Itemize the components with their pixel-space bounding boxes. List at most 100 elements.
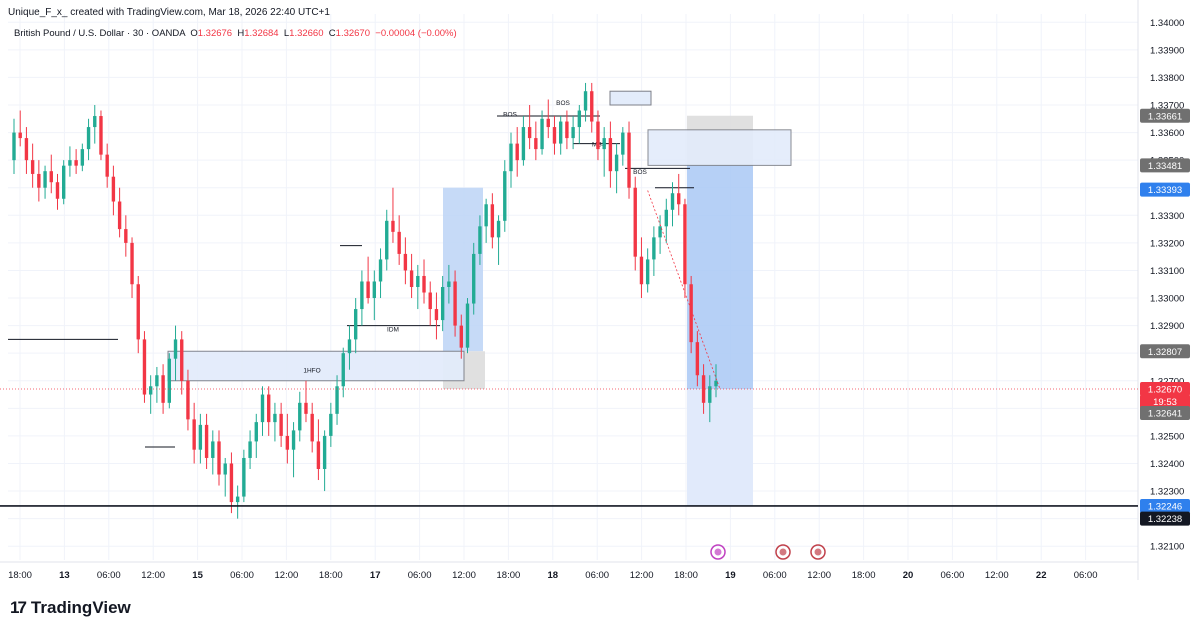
candle-body — [347, 339, 352, 354]
close-label: C — [328, 28, 336, 39]
candle — [422, 259, 426, 304]
candle — [105, 143, 109, 188]
candle-body — [254, 422, 258, 442]
candle-body — [142, 339, 147, 395]
candle — [211, 430, 215, 475]
y-tick-label: 1.33300 — [1150, 211, 1184, 222]
candle-body — [397, 231, 401, 254]
candle-body — [155, 375, 159, 387]
candle — [677, 173, 681, 216]
y-tick-label: 1.32300 — [1150, 487, 1184, 498]
candle — [689, 275, 693, 354]
high-label: H — [237, 28, 245, 39]
candle-body — [329, 413, 333, 436]
candle-body — [229, 463, 234, 503]
tradingview-logo[interactable]: 17 TradingView — [10, 598, 131, 618]
candle-body — [484, 204, 488, 227]
candle — [683, 198, 687, 299]
candle-body — [714, 380, 718, 387]
candle-body — [453, 281, 457, 326]
candle — [565, 110, 569, 150]
candle-body — [614, 154, 619, 172]
x-tick-label: 06:00 — [1074, 570, 1098, 581]
candle-body — [310, 413, 314, 442]
candle-body — [167, 358, 172, 403]
candle — [534, 121, 538, 161]
candle — [279, 402, 283, 447]
projection-zone-upper — [443, 187, 483, 352]
candle — [204, 413, 209, 469]
candle — [217, 430, 221, 486]
x-tick-label: 12:00 — [452, 570, 476, 581]
candle-body — [571, 127, 575, 139]
candle — [391, 187, 395, 243]
candle-body — [546, 118, 550, 128]
candle — [558, 116, 563, 155]
price-label-bg — [1140, 344, 1190, 359]
candle-body — [621, 132, 625, 155]
candle-body — [235, 496, 240, 503]
price-label-bg — [1140, 158, 1190, 173]
candle-body — [80, 149, 85, 166]
candle-body — [322, 435, 327, 469]
candle-body — [409, 270, 414, 287]
candle — [378, 248, 383, 299]
candle — [12, 118, 16, 174]
candle — [527, 105, 532, 150]
candle — [198, 413, 203, 464]
candle-body — [353, 309, 358, 340]
candle — [99, 110, 103, 161]
candle-body — [198, 424, 203, 450]
candle — [484, 198, 488, 243]
candle-body — [465, 303, 470, 348]
candle — [695, 331, 700, 387]
candle-body — [62, 165, 66, 199]
supply-zone-top — [609, 90, 652, 106]
change-value: −0.00004 (−0.00%) — [375, 28, 457, 39]
price-label: 1.33481 — [1148, 161, 1182, 172]
candle-body — [521, 127, 526, 161]
price-label-bg — [1140, 406, 1190, 421]
candle — [465, 298, 470, 354]
candle-body — [248, 441, 252, 458]
y-tick-label: 1.32700 — [1150, 376, 1184, 387]
candle — [701, 364, 706, 414]
candle — [173, 325, 178, 381]
candle — [223, 457, 227, 497]
candle-body — [447, 281, 451, 287]
candle-body — [341, 353, 345, 387]
candle-body — [260, 394, 265, 423]
candle-body — [55, 182, 60, 199]
candle-body — [391, 220, 395, 232]
price-label-bg — [1140, 182, 1190, 197]
candle — [409, 253, 414, 299]
candle-body — [583, 91, 588, 111]
candle — [322, 430, 327, 492]
x-tick-label: 18 — [548, 570, 559, 581]
candle-body — [49, 171, 53, 183]
candle — [714, 364, 718, 398]
candle-body — [111, 176, 116, 202]
flag-event-icon — [810, 544, 826, 560]
candle — [540, 110, 544, 155]
candle-body — [664, 209, 668, 227]
candle — [440, 275, 445, 332]
candle-body — [683, 204, 687, 285]
x-tick-label: 06:00 — [941, 570, 965, 581]
annotation-label: BOS — [503, 111, 517, 118]
candle-body — [37, 173, 41, 188]
x-tick-label: 06:00 — [230, 570, 254, 581]
candle — [267, 386, 271, 436]
x-tick-label: 18:00 — [674, 570, 698, 581]
flag-event-icon — [775, 544, 791, 560]
candle — [385, 209, 389, 271]
event-icon-dot — [814, 548, 822, 556]
candle — [148, 375, 153, 414]
high-value: 1.32684 — [244, 28, 279, 39]
candle-body — [93, 116, 97, 128]
candle — [652, 226, 656, 276]
candle — [490, 193, 495, 249]
candle-body — [701, 375, 706, 403]
candle — [353, 298, 358, 354]
